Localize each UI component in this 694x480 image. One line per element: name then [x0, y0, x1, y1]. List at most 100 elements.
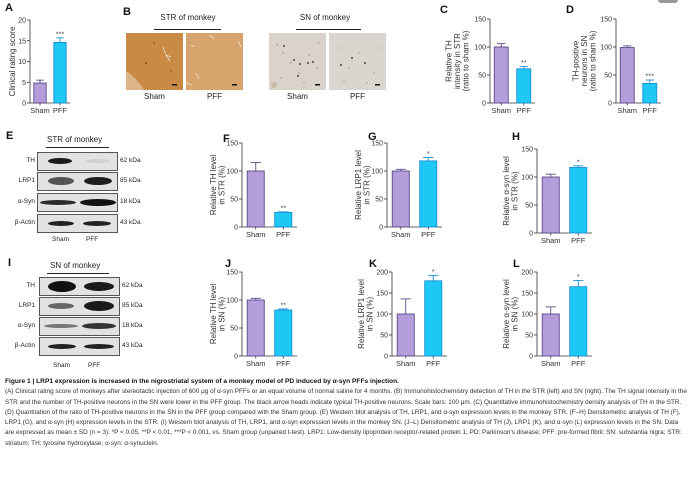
- x-tick-label: Sham: [30, 106, 50, 115]
- panel-label-h: H: [512, 131, 520, 143]
- y-axis-label-line: Relative LRP1 level: [354, 150, 363, 220]
- y-axis-label-line: TH-positive: [572, 40, 581, 81]
- bar-pff: [516, 68, 532, 104]
- y-tick-label: 0: [529, 354, 533, 361]
- ihc-caption-sn-sham: Sham: [287, 92, 308, 101]
- x-tick-label: PFF: [276, 359, 291, 368]
- wb-e-label-asyn: α-Syn: [17, 198, 35, 205]
- y-tick-label: 150: [474, 17, 486, 24]
- wb-i-kda-th: 62 kDa: [122, 282, 143, 289]
- caption-body: (A) Clinical rating score of monkeys aft…: [5, 388, 687, 447]
- y-tick-label: 50: [230, 326, 238, 333]
- y-axis-label-line: intensity in STR: [453, 33, 462, 89]
- x-tick-label: PFF: [571, 236, 586, 245]
- band: [48, 281, 76, 292]
- panel-label-i: I: [8, 257, 12, 269]
- band: [84, 282, 114, 291]
- wb-i-kda-asyn: 18 kDa: [122, 322, 143, 329]
- x-tick-label: PFF: [426, 359, 441, 368]
- y-tick-label: 150: [521, 291, 533, 298]
- panel-label-c: C: [440, 4, 448, 16]
- y-tick-label: 200: [521, 270, 533, 277]
- y-tick-label: 0: [234, 354, 238, 361]
- y-axis-label-line: Relative α-syn level: [502, 279, 511, 349]
- y-axis-label: Relative α-syn level in STR (%): [502, 156, 520, 226]
- wb-i-label-lrp1: LRP1: [18, 302, 35, 309]
- wb-e-kda-th: 62 kDa: [120, 157, 141, 164]
- x-tick-label: Sham: [491, 106, 511, 115]
- x-tick-label: Sham: [391, 230, 411, 239]
- significance-marker: **: [521, 58, 527, 67]
- bar-sham: [541, 176, 560, 234]
- y-axis-label: Relative TH intensity in STR (ratio to sha…: [445, 30, 471, 91]
- y-tick-label: 150: [376, 291, 388, 298]
- y-tick-label: 100: [474, 45, 486, 52]
- wb-e-kda-actin: 43 kDa: [120, 219, 141, 226]
- wb-e-row-th: [37, 152, 118, 171]
- y-tick-label: 20: [18, 18, 26, 25]
- y-tick-label: 0: [482, 101, 486, 108]
- wb-i-lane-pff: PFF: [88, 362, 101, 369]
- band: [48, 221, 74, 226]
- y-tick-label: 100: [371, 169, 383, 176]
- bar-sham: [619, 47, 635, 104]
- y-tick-label: 100: [226, 298, 238, 305]
- y-tick-label: 50: [604, 73, 612, 80]
- y-tick-label: 100: [521, 312, 533, 319]
- y-axis-label: TH-positive neurons in SN (ratio to sham %…: [572, 30, 598, 91]
- wb-e-title: STR of monkey: [47, 135, 103, 144]
- wb-i-label-asyn: α-Syn: [17, 322, 35, 329]
- x-tick-label: Sham: [396, 359, 416, 368]
- y-axis-label: Relative TH level in STR (%): [209, 155, 227, 216]
- y-axis-label-line: Clinical rating score: [8, 26, 17, 96]
- y-axis-label-line: (ratio to sham %): [589, 30, 598, 91]
- panel-label-d: D: [566, 4, 574, 16]
- panel-label-j: J: [225, 258, 232, 270]
- bar-pff: [569, 286, 588, 357]
- x-tick-label: Sham: [617, 106, 637, 115]
- wb-i-row-actin: [39, 337, 120, 356]
- y-tick-label: 100: [376, 312, 388, 319]
- x-tick-label: Sham: [541, 359, 561, 368]
- y-tick-label: 100: [226, 169, 238, 176]
- wb-e-row-asyn: [37, 193, 118, 212]
- wb-i-label-th: TH: [26, 282, 35, 289]
- significance-marker: ***: [645, 72, 654, 81]
- x-tick-label: PFF: [571, 359, 586, 368]
- band: [48, 158, 72, 164]
- wb-e-row-actin: [37, 214, 118, 233]
- bar-pff: [53, 41, 67, 104]
- y-tick-label: 150: [600, 17, 612, 24]
- y-axis-label-line: Relative TH: [445, 40, 454, 82]
- ihc-caption-str-pff: PFF: [206, 92, 223, 101]
- significance-marker: *: [427, 149, 430, 158]
- bar-sham: [246, 170, 265, 228]
- ihc-image-sn-sham: [269, 33, 326, 90]
- y-axis-label: Relative LRP1 level in STR (%): [354, 150, 372, 220]
- y-tick-label: 15: [18, 38, 26, 45]
- y-tick-label: 50: [380, 333, 388, 340]
- wb-e-underline: [46, 147, 109, 148]
- band: [84, 344, 114, 349]
- y-axis-label-line: (ratio to sham %): [462, 30, 471, 91]
- y-tick-label: 0: [22, 101, 26, 108]
- y-axis-label-line: in SN (%): [217, 297, 226, 332]
- wb-i-underline: [47, 273, 109, 274]
- significance-marker: **: [280, 203, 286, 212]
- band: [48, 303, 74, 309]
- ihc-str-title: STR of monkey: [160, 13, 216, 22]
- bar-sham: [391, 170, 410, 228]
- y-axis-label-line: in STR (%): [217, 165, 226, 204]
- x-tick-label: Sham: [541, 236, 561, 245]
- chart-g-lrp1-level-str: 0 50 100 150 Relative LRP1 level in STR (%) Sh…: [354, 141, 442, 239]
- panel-label-k: K: [369, 258, 377, 270]
- y-tick-label: 0: [384, 354, 388, 361]
- wb-i-lane-sham: Sham: [53, 362, 70, 369]
- y-axis-label-line: in STR (%): [362, 165, 371, 204]
- y-tick-label: 5: [22, 80, 26, 87]
- y-axis-label-line: Relative LRP1 level: [357, 279, 366, 349]
